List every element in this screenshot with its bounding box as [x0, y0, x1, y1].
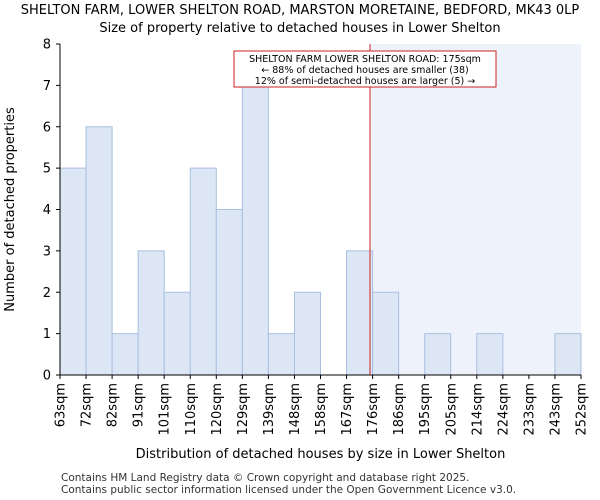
x-tick-label: 205sqm: [444, 383, 459, 436]
annotation-box: [233, 50, 497, 88]
histogram-bar: [189, 167, 217, 376]
x-tick-label: 186sqm: [392, 383, 407, 436]
histogram-bar: [137, 250, 165, 376]
histogram-bar: [85, 126, 113, 376]
histogram-bar: [267, 333, 295, 376]
x-tick-label: 101sqm: [158, 383, 173, 436]
x-tick-label: 72sqm: [80, 383, 95, 427]
x-tick-label: 252sqm: [575, 383, 590, 436]
histogram-bar: [215, 209, 243, 376]
x-tick-label: 224sqm: [496, 383, 511, 436]
x-axis-label: Distribution of detached houses by size …: [136, 447, 506, 462]
histogram-bar: [372, 291, 400, 376]
y-tick-label: 3: [43, 244, 51, 259]
x-tick-label: 158sqm: [314, 383, 329, 436]
footer-licence: Contains public sector information licen…: [61, 484, 517, 496]
histogram-bar: [293, 291, 322, 376]
chart-title: SHELTON FARM, LOWER SHELTON ROAD, MARSTO…: [20, 3, 580, 18]
histogram-bar: [241, 84, 269, 376]
histogram-bar: [163, 291, 191, 376]
x-tick-label: 214sqm: [470, 383, 485, 436]
y-tick-label: 0: [43, 369, 51, 384]
y-tick-label: 8: [43, 38, 51, 53]
footer-copyright: Contains HM Land Registry data © Crown c…: [61, 472, 470, 484]
histogram-bar: [476, 333, 504, 376]
x-tick-label: 139sqm: [262, 383, 277, 436]
x-tick-label: 176sqm: [366, 383, 381, 436]
y-tick-label: 1: [43, 327, 51, 342]
x-tick-label: 91sqm: [132, 383, 147, 427]
histogram-bar: [424, 333, 452, 376]
y-axis-label: Number of detached properties: [3, 107, 18, 312]
annotation-line-2: ← 88% of detached houses are smaller (38…: [261, 65, 468, 76]
annotation-line-3: 12% of semi-detached houses are larger (…: [255, 76, 475, 87]
annotation-line-1: SHELTON FARM LOWER SHELTON ROAD: 175sqm: [249, 54, 481, 65]
histogram-bar: [554, 333, 582, 376]
x-tick-label: 82sqm: [106, 383, 121, 427]
x-tick-label: 195sqm: [418, 383, 433, 436]
y-tick-label: 7: [43, 79, 51, 94]
histogram-bar: [346, 250, 374, 376]
y-tick-label: 5: [43, 162, 51, 177]
x-tick-label: 148sqm: [288, 383, 303, 436]
x-tick-label: 167sqm: [340, 383, 355, 436]
y-tick-label: 4: [43, 203, 51, 218]
larger-properties-highlight: [369, 44, 581, 375]
y-tick-label: 2: [43, 286, 51, 301]
chart-subtitle: Size of property relative to detached ho…: [99, 21, 501, 36]
x-tick-label: 243sqm: [548, 383, 563, 436]
histogram-bar: [59, 167, 87, 376]
histogram-bar: [111, 333, 139, 376]
x-tick-label: 233sqm: [522, 383, 537, 436]
x-tick-label: 63sqm: [54, 383, 69, 427]
x-tick-label: 120sqm: [210, 383, 225, 436]
y-tick-label: 6: [43, 120, 51, 135]
x-tick-label: 129sqm: [236, 383, 251, 436]
x-tick-label: 110sqm: [184, 383, 199, 436]
